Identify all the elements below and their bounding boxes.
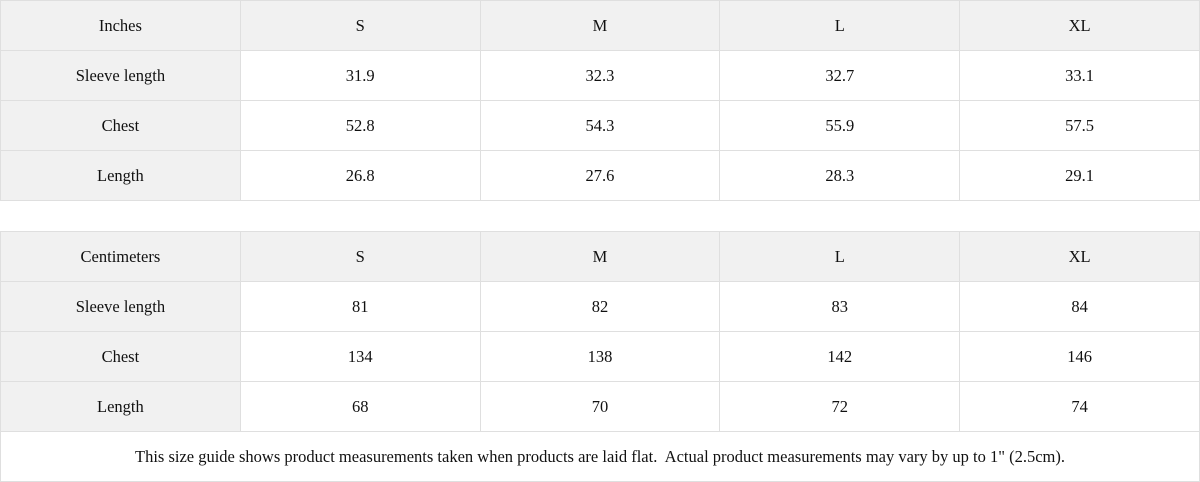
table-header-row: Centimeters S M L XL [0, 231, 1200, 282]
table-cell: 72 [719, 381, 961, 432]
table-cell: 27.6 [479, 150, 721, 201]
row-label-chest: Chest [0, 331, 241, 382]
table-cell: 57.5 [959, 100, 1200, 151]
table-cell: 68 [239, 381, 481, 432]
size-guide-note: This size guide shows product measuremen… [0, 431, 1200, 482]
table-cell: 26.8 [239, 150, 481, 201]
table-row: Sleeve length 81 82 83 84 [0, 281, 1200, 332]
table-row: Chest 52.8 54.3 55.9 57.5 [0, 100, 1200, 151]
table-note-row: This size guide shows product measuremen… [0, 431, 1200, 482]
table-cell: 146 [959, 331, 1200, 382]
table-row: Length 26.8 27.6 28.3 29.1 [0, 150, 1200, 201]
size-column-header-xl: XL [959, 0, 1200, 51]
size-column-header-l: L [719, 0, 961, 51]
inches-size-table: Inches S M L XL Sleeve length 31.9 32.3 … [0, 0, 1200, 201]
table-cell: 54.3 [479, 100, 721, 151]
row-label-sleeve-length: Sleeve length [0, 50, 241, 101]
table-cell: 83 [719, 281, 961, 332]
table-cell: 138 [479, 331, 721, 382]
table-row: Sleeve length 31.9 32.3 32.7 33.1 [0, 50, 1200, 101]
size-column-header-s: S [239, 231, 481, 282]
table-cell: 32.3 [479, 50, 721, 101]
table-cell: 74 [959, 381, 1200, 432]
table-cell: 31.9 [239, 50, 481, 101]
unit-header-centimeters: Centimeters [0, 231, 241, 282]
row-label-chest: Chest [0, 100, 241, 151]
size-column-header-m: M [479, 0, 721, 51]
table-cell: 142 [719, 331, 961, 382]
row-label-sleeve-length: Sleeve length [0, 281, 241, 332]
table-cell: 81 [239, 281, 481, 332]
table-row: Chest 134 138 142 146 [0, 331, 1200, 382]
table-row: Length 68 70 72 74 [0, 381, 1200, 432]
table-cell: 134 [239, 331, 481, 382]
table-cell: 32.7 [719, 50, 961, 101]
table-cell: 29.1 [959, 150, 1200, 201]
row-label-length: Length [0, 150, 241, 201]
table-section-spacer [0, 201, 1200, 231]
size-column-header-xl: XL [959, 231, 1200, 282]
table-cell: 28.3 [719, 150, 961, 201]
table-cell: 82 [479, 281, 721, 332]
centimeters-size-table: Centimeters S M L XL Sleeve length 81 82… [0, 231, 1200, 482]
table-cell: 84 [959, 281, 1200, 332]
size-column-header-m: M [479, 231, 721, 282]
size-column-header-s: S [239, 0, 481, 51]
table-cell: 70 [479, 381, 721, 432]
table-cell: 33.1 [959, 50, 1200, 101]
table-header-row: Inches S M L XL [0, 0, 1200, 51]
size-column-header-l: L [719, 231, 961, 282]
table-cell: 52.8 [239, 100, 481, 151]
unit-header-inches: Inches [0, 0, 241, 51]
table-cell: 55.9 [719, 100, 961, 151]
row-label-length: Length [0, 381, 241, 432]
